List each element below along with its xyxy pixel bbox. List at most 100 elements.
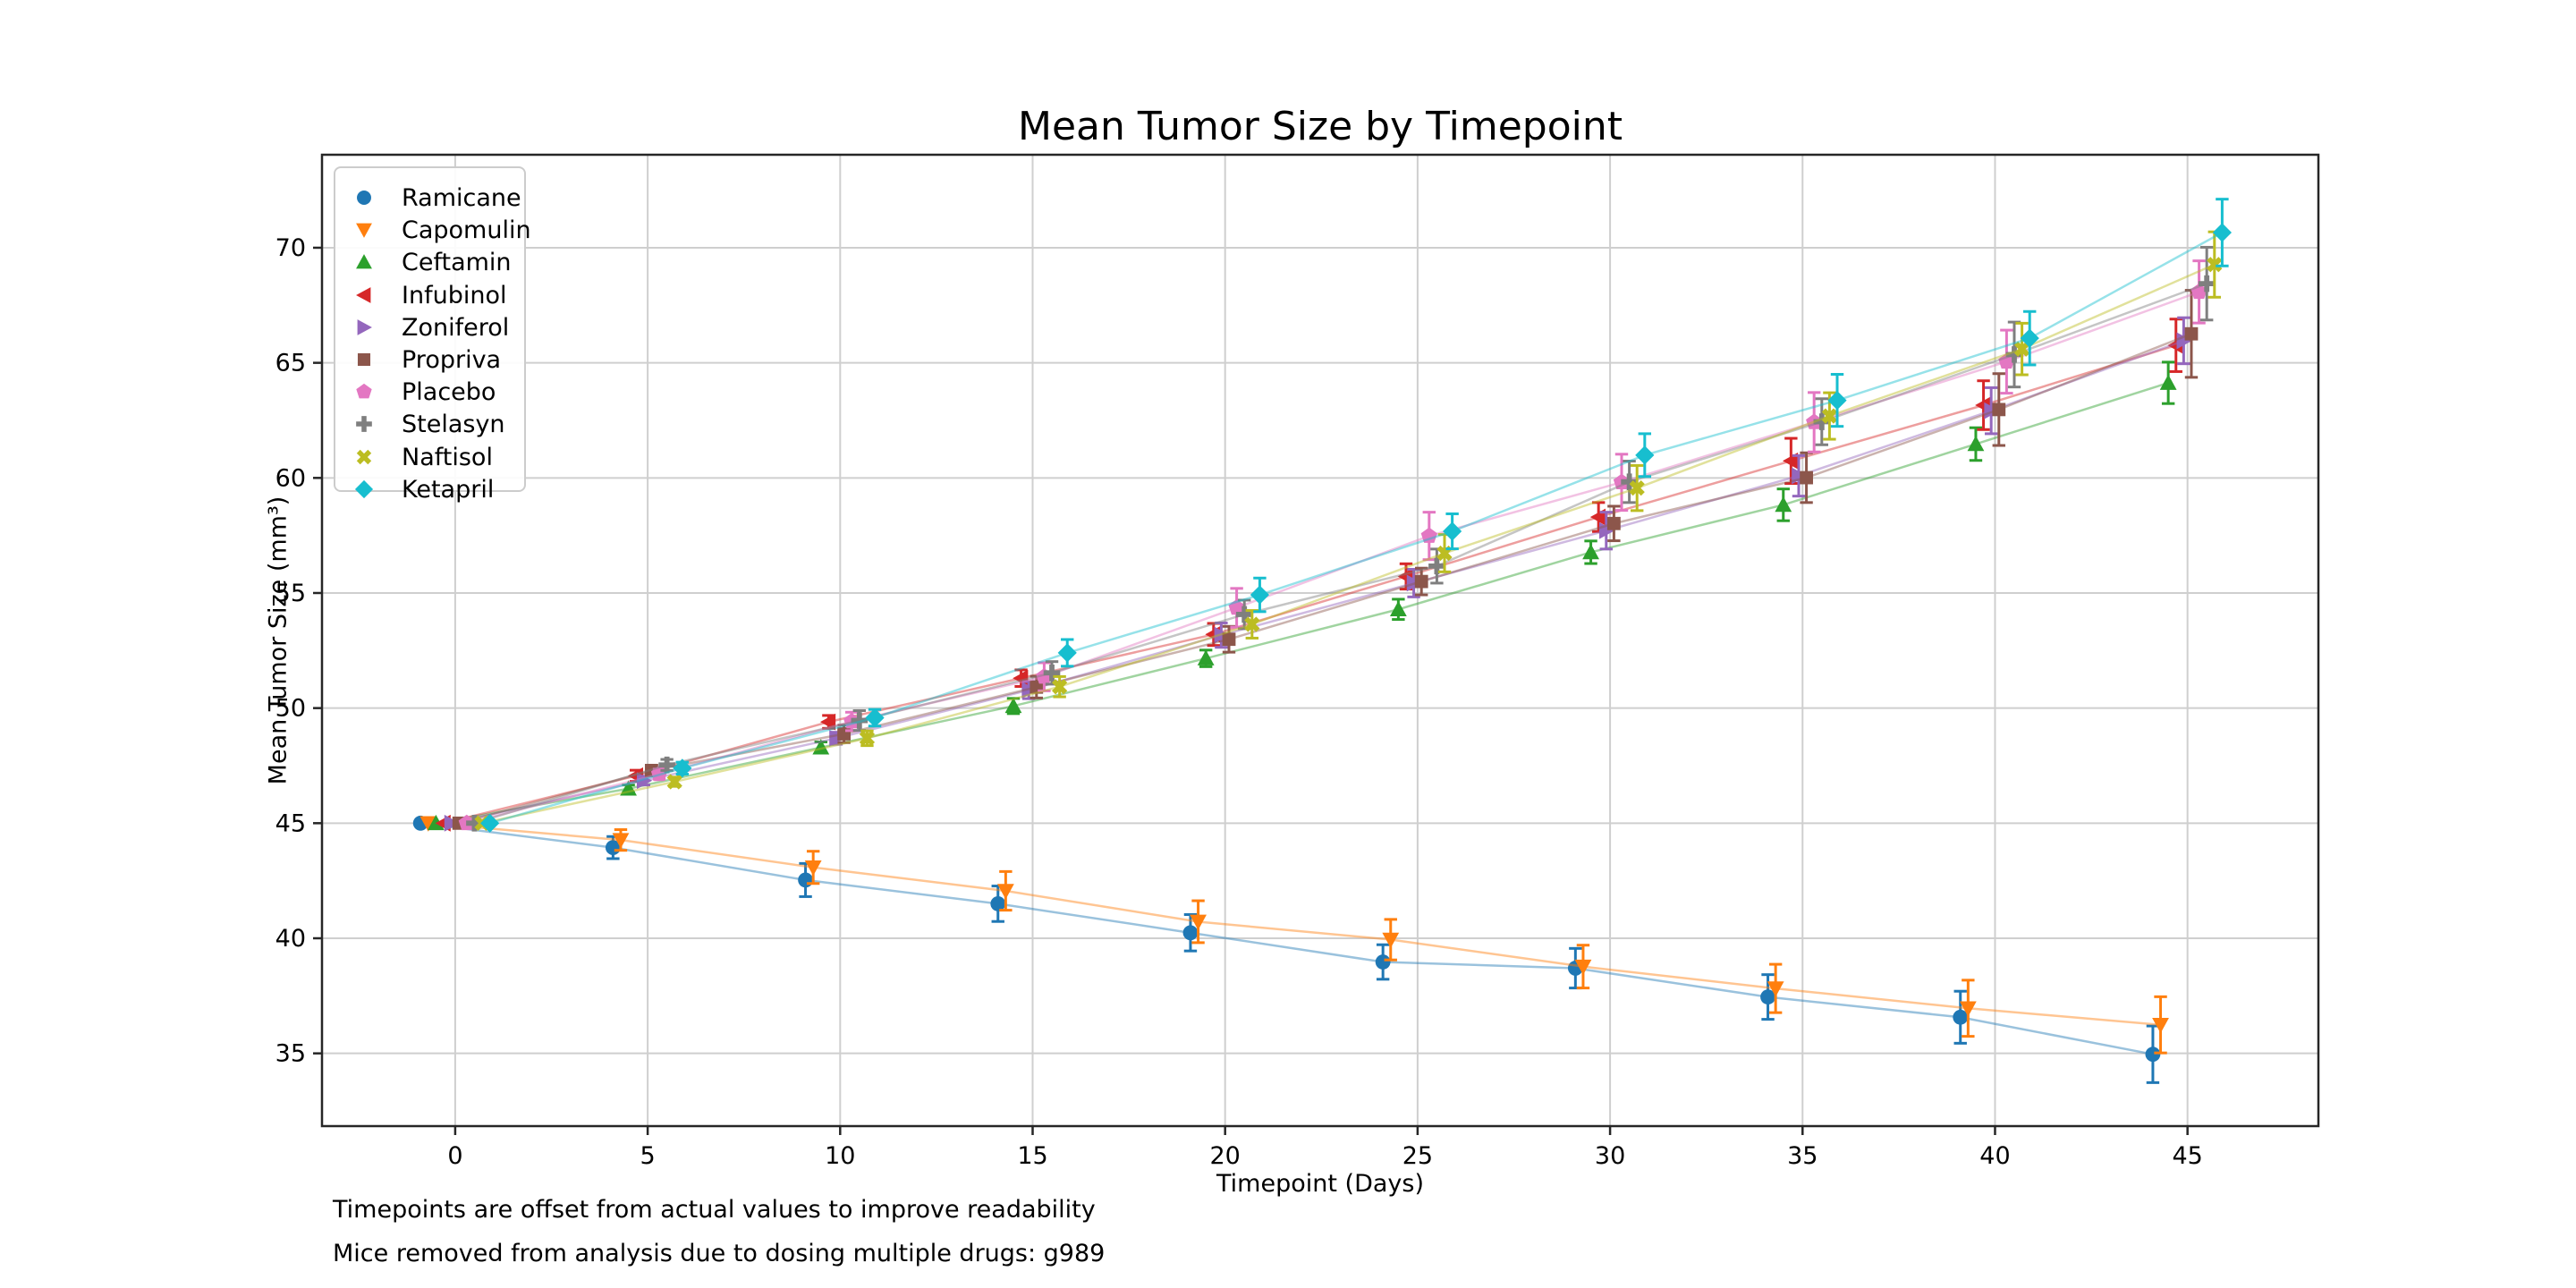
triangle-left-marker-icon [819, 713, 836, 731]
legend-label: Naftisol [402, 443, 493, 471]
y-tick-label: 45 [275, 809, 306, 837]
triangle-down-marker-icon [419, 816, 437, 832]
series-line-ketapril [489, 231, 2224, 825]
legend-item-stelasyn: Stelasyn [335, 408, 524, 440]
circle-marker-icon [2145, 1046, 2161, 1063]
plus-marker-icon [2005, 346, 2023, 363]
triangle-down-marker-icon [1574, 959, 1592, 976]
triangle-up-marker-icon [356, 254, 372, 269]
x-axis-label: Timepoint (Days) [1216, 1170, 1424, 1198]
footnote-removed-mice: Mice removed from analysis due to dosing… [333, 1240, 1106, 1267]
x-marker-icon [859, 730, 876, 746]
diamond-marker-icon [865, 708, 885, 728]
legend-item-propriva: Propriva [335, 343, 524, 376]
x-marker-icon [2207, 257, 2223, 273]
square-marker-icon [1222, 632, 1236, 647]
diamond-marker-icon [354, 479, 374, 498]
triangle-right-marker-icon [1984, 402, 2000, 419]
triangle-right-marker-icon [637, 772, 653, 790]
chart-title: Mean Tumor Size by Timepoint [1018, 104, 1623, 149]
series-line-infubinol [443, 343, 2177, 825]
series-line-ramicane [420, 822, 2154, 1055]
legend-item-placebo: Placebo [335, 376, 524, 408]
triangle-right-marker-icon [829, 729, 845, 747]
legend-label: Propriva [402, 346, 502, 374]
plus-marker-icon [1235, 606, 1253, 623]
series-line-placebo [466, 291, 2200, 825]
square-marker-icon [2184, 326, 2199, 341]
diamond-marker-icon [1635, 445, 1655, 465]
circle-marker-icon [1760, 989, 1775, 1005]
triangle-right-marker-icon [1792, 467, 1808, 485]
diamond-marker-icon [1057, 643, 1077, 663]
triangle-up-marker-icon [1582, 544, 1599, 560]
triangle-right-marker-icon [444, 814, 461, 832]
y-tick-label: 40 [275, 925, 306, 953]
circle-marker-icon [990, 896, 1006, 911]
x-marker-icon [1051, 679, 1068, 695]
series-line-capomulin [428, 822, 2161, 1027]
diamond-marker-icon [480, 813, 500, 833]
series-line-naftisol [481, 263, 2216, 825]
legend: Ramicane Capomulin Ceftamin Infubinol Zonife… [334, 166, 531, 504]
x-marker-icon [666, 774, 682, 790]
triangle-down-marker-icon [1190, 914, 1207, 930]
triangle-up-marker-icon [1967, 436, 1985, 452]
triangle-up-marker-icon [427, 814, 445, 831]
triangle-down-marker-icon [804, 860, 822, 877]
pentagon-marker-icon [356, 384, 372, 399]
x-tick-label: 0 [447, 1142, 462, 1170]
x-marker-icon [1244, 616, 1260, 632]
circle-marker-icon [1375, 954, 1391, 970]
x-tick-label: 15 [1017, 1142, 1047, 1170]
diamond-marker-icon [1443, 521, 1462, 541]
triangle-down-marker-icon [996, 884, 1014, 900]
plus-marker-icon [1813, 413, 1831, 430]
diamond-marker-icon [1250, 585, 1270, 605]
triangle-right-marker-icon [1406, 574, 1422, 592]
plus-marker-icon [658, 756, 675, 774]
x-marker-icon [2013, 341, 2030, 357]
legend-label: Placebo [402, 378, 496, 407]
triangle-right-marker-icon [2176, 332, 2192, 350]
y-tick-label: 65 [275, 350, 306, 377]
footnote-offset-note: Timepoints are offset from actual values… [333, 1196, 1096, 1224]
circle-marker-icon [357, 191, 371, 205]
plus-marker-icon [2198, 275, 2216, 292]
triangle-up-marker-icon [1004, 697, 1022, 714]
triangle-up-marker-icon [620, 780, 637, 796]
x-marker-icon [1629, 480, 1645, 496]
diamond-marker-icon [2212, 223, 2233, 242]
triangle-down-marker-icon [612, 833, 630, 849]
x-tick-label: 35 [1787, 1142, 1818, 1170]
circle-marker-icon [1182, 925, 1199, 941]
triangle-down-marker-icon [356, 223, 372, 239]
triangle-right-marker-icon [357, 318, 372, 335]
triangle-right-marker-icon [1598, 521, 1615, 539]
triangle-down-marker-icon [1382, 932, 1400, 948]
legend-label: Capomulin [402, 216, 531, 245]
legend-item-naftisol: Naftisol [335, 441, 524, 473]
axes-spines [320, 153, 2320, 1128]
triangle-up-marker-icon [812, 739, 830, 755]
legend-item-zoniferol: Zoniferol [335, 311, 524, 343]
triangle-up-marker-icon [1389, 600, 1407, 617]
triangle-down-marker-icon [1959, 1001, 1977, 1017]
y-tick-label: 50 [275, 695, 306, 723]
square-marker-icon [1992, 402, 2006, 417]
triangle-right-marker-icon [1214, 626, 1230, 644]
triangle-up-marker-icon [2159, 374, 2177, 390]
x-tick-label: 40 [1979, 1142, 2010, 1170]
square-marker-icon [1606, 516, 1621, 530]
legend-label: Ceftamin [402, 249, 512, 277]
plus-marker-icon [466, 815, 483, 832]
y-axis-label: Mean Tumor Size (mm³) [264, 496, 292, 785]
circle-marker-icon [798, 872, 813, 888]
series-line-ceftamin [436, 381, 2169, 825]
pentagon-marker-icon [1420, 527, 1437, 543]
diamond-marker-icon [673, 758, 692, 778]
circle-marker-icon [1953, 1009, 1969, 1025]
legend-label: Zoniferol [402, 313, 510, 342]
